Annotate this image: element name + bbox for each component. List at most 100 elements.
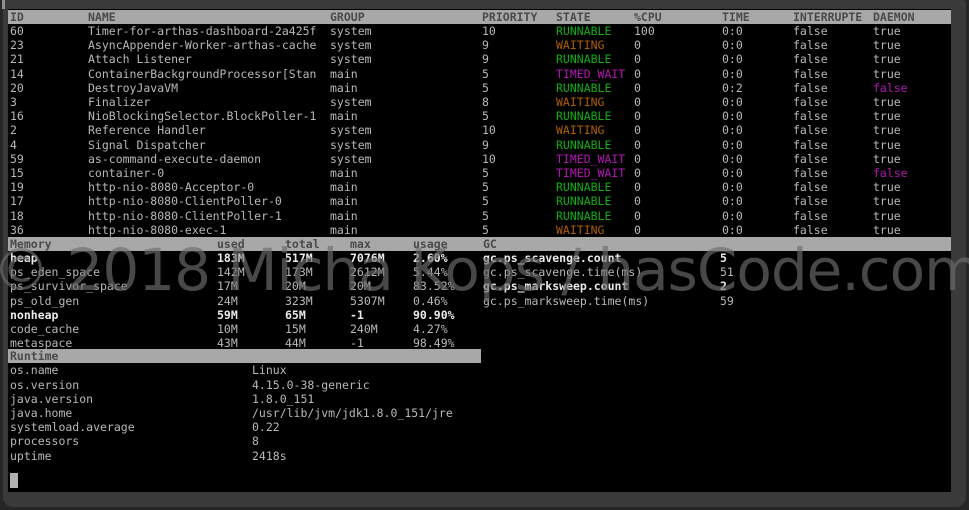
runtime-row: os.version 4.15.0-38-generic: [8, 378, 951, 392]
memory-cell-used: 183M: [217, 251, 245, 265]
memory-cell-max: 5307M: [350, 293, 385, 308]
memory-cell-label: ps_eden_space: [10, 265, 101, 280]
thread-cell-id: 23: [10, 38, 24, 53]
thread-cell-cpu: 0: [634, 208, 641, 223]
thread-cell-id: 4: [10, 137, 17, 152]
memory-cell-usage: 98.49%: [413, 336, 455, 351]
thread-row: 17 http-nio-8080-ClientPoller-0 main 5 RUNNA…: [8, 194, 951, 208]
memory-cell-total: 20M: [285, 279, 306, 294]
thread-cell-name: as-command-execute-daemon: [88, 151, 262, 166]
thread-cell-id: 18: [10, 208, 24, 223]
gc-cell-label: gc.ps_scavenge.time(ms): [483, 265, 643, 280]
thread-cell-daemon: false: [873, 166, 908, 180]
thread-cell-priority: 5: [482, 208, 489, 223]
memory-cell-max: -1: [350, 336, 364, 351]
thread-cell-interrupted: false: [793, 66, 828, 81]
thread-cell-daemon: true: [873, 66, 901, 81]
thread-cell-name: Signal Dispatcher: [88, 137, 206, 152]
runtime-cell-value: Linux: [252, 363, 287, 378]
thread-cell-group: system: [330, 123, 372, 138]
thread-cell-interrupted: false: [793, 208, 828, 223]
thread-cell-state: RUNNABLE: [556, 109, 612, 124]
thread-cell-time: 0:0: [722, 109, 743, 124]
thread-cell-daemon: true: [873, 194, 901, 209]
thread-cell-cpu: 0: [634, 123, 641, 138]
thread-cell-time: 0:0: [722, 151, 743, 166]
thread-header-id: ID: [10, 10, 24, 24]
memory-header-usage: usage: [413, 237, 448, 251]
thread-cell-time: 0:0: [722, 24, 743, 38]
thread-cell-time: 0:0: [722, 208, 743, 223]
thread-cell-name: Reference Handler: [88, 123, 206, 138]
thread-cell-name: http-nio-8080-exec-1: [88, 222, 227, 237]
gc-row: gc.ps_marksweep.time(ms) 59: [8, 294, 951, 308]
runtime-cell-value: 8: [252, 434, 259, 449]
thread-cell-interrupted: false: [793, 180, 828, 195]
thread-cell-state: WAITING: [556, 95, 605, 109]
thread-cell-group: main: [330, 66, 358, 81]
runtime-row: java.home/usr/lib/jvm/jdk1.8.0_151/jre: [8, 406, 951, 420]
memory-cell-used: 10M: [217, 322, 238, 336]
memory-cell-usage: 5.44%: [413, 265, 448, 280]
runtime-cell-value: /usr/lib/jvm/jdk1.8.0_151/jre: [252, 406, 453, 420]
gc-row: gc.ps_marksweep.count 2: [8, 279, 951, 293]
thread-cell-id: 59: [10, 151, 24, 166]
memory-cell-usage: 2.60%: [413, 251, 448, 265]
gc-cell-value: 51: [720, 265, 734, 280]
terminal-screen[interactable]: ID NAME GROUP PRIORITY STATE %CPU TIME INTERRUP…: [8, 9, 951, 492]
thread-cell-name: http-nio-8080-ClientPoller-1: [88, 208, 282, 223]
thread-cell-name: ContainerBackgroundProcessor[Stan: [88, 66, 317, 81]
thread-cell-interrupted: false: [793, 52, 828, 67]
thread-cell-interrupted: false: [793, 194, 828, 209]
memory-cell-usage: 90.90%: [413, 307, 455, 322]
thread-header-cpu: %CPU: [634, 10, 662, 24]
thread-cell-name: container-0: [88, 166, 165, 180]
thread-cell-state: TIMED_WAIT: [556, 166, 626, 180]
thread-row: 59 as-command-execute-daemon system 10 TIMED…: [8, 152, 951, 166]
thread-cell-state: RUNNABLE: [556, 208, 612, 223]
thread-cell-name: NioBlockingSelector.BlockPoller-1: [88, 109, 317, 124]
memory-cell-label: metaspace: [10, 336, 73, 351]
thread-cell-state: WAITING: [556, 38, 605, 53]
thread-cell-time: 0:0: [722, 38, 743, 53]
thread-row: 16 NioBlockingSelector.BlockPoller-1 main 5…: [8, 109, 951, 123]
thread-cell-priority: 5: [482, 180, 489, 195]
thread-row: 15 container-0 main 5 TIMED_WAIT 0 0:0 false fal…: [8, 166, 951, 180]
thread-cell-interrupted: false: [793, 80, 828, 95]
thread-cell-cpu: 0: [634, 166, 641, 180]
thread-cell-daemon: true: [873, 52, 901, 67]
thread-cell-group: main: [330, 166, 358, 180]
thread-cell-cpu: 0: [634, 194, 641, 209]
thread-cell-time: 0:2: [722, 80, 743, 95]
thread-cell-id: 16: [10, 109, 24, 124]
thread-cell-time: 0:0: [722, 123, 743, 138]
gc-header-title: GC: [483, 237, 497, 251]
thread-cell-state: TIMED_WAIT: [556, 151, 626, 166]
thread-cell-interrupted: false: [793, 222, 828, 237]
runtime-cell-value: 4.15.0-38-generic: [252, 377, 370, 392]
thread-cell-id: 21: [10, 52, 24, 67]
memory-cell-label: code_cache: [10, 322, 80, 336]
thread-cell-state: TIMED_WAIT: [556, 66, 626, 81]
thread-cell-group: main: [330, 180, 358, 195]
gc-row: gc.ps_scavenge.count 5: [8, 251, 951, 265]
thread-cell-cpu: 0: [634, 38, 641, 53]
thread-cell-time: 0:0: [722, 95, 743, 109]
runtime-cell-value: 2418s: [252, 448, 287, 463]
thread-cell-group: system: [330, 38, 372, 53]
runtime-cell-value: 0.22: [252, 420, 280, 435]
thread-cell-state: WAITING: [556, 222, 605, 237]
memory-row: heap 183M 517M 7076M 2.60%: [8, 251, 951, 265]
runtime-row: os.name Linux: [8, 363, 951, 377]
thread-cell-cpu: 0: [634, 52, 641, 67]
memory-cell-total: 44M: [285, 336, 306, 351]
thread-header-daemon: DAEMON: [873, 10, 915, 24]
thread-row: 60 Timer-for-arthas-dashboard-2a425f syste…: [8, 24, 951, 38]
memory-row: code_cache 10M 15M 240M 4.27%: [8, 322, 951, 336]
memory-cell-total: 65M: [285, 307, 306, 322]
thread-cell-name: AsyncAppender-Worker-arthas-cache: [88, 38, 317, 53]
thread-cell-priority: 5: [482, 109, 489, 124]
thread-cell-group: system: [330, 137, 372, 152]
runtime-cell-value: 1.8.0_151: [252, 391, 315, 406]
thread-cell-daemon: true: [873, 38, 901, 53]
